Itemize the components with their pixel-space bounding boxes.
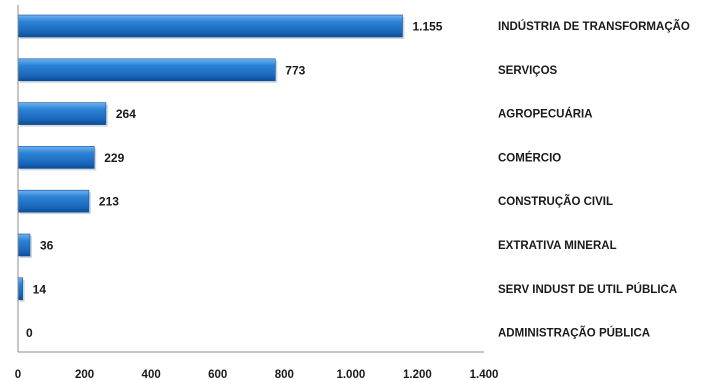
bar-3	[17, 146, 95, 169]
bar-4	[17, 189, 90, 213]
x-tick-label-5: 1.000	[336, 369, 365, 380]
category-label-6: SERV INDUST DE UTIL PÚBLICA	[498, 283, 677, 296]
bar-6	[17, 277, 23, 301]
value-label-5: 36	[40, 239, 54, 253]
category-label-0: INDÚSTRIA DE TRANSFORMAÇÃO	[498, 20, 690, 33]
value-label-4: 213	[99, 195, 119, 209]
category-label-4: CONSTRUÇÃO CIVIL	[498, 195, 613, 208]
x-tick-label-7: 1.400	[470, 369, 499, 380]
category-label-1: SERVIÇOS	[498, 65, 558, 77]
category-label-2: AGROPECUÁRIA	[498, 108, 593, 121]
bar-2	[17, 102, 107, 125]
value-label-0: 1.155	[412, 20, 442, 34]
x-tick-label-6: 1.200	[403, 369, 432, 380]
bar-0	[17, 14, 403, 38]
x-tick-label-3: 600	[208, 369, 227, 380]
value-label-1: 773	[285, 63, 305, 77]
x-tick-label-0: 0	[15, 369, 21, 380]
value-label-3: 229	[104, 151, 124, 165]
category-label-7: ADMINISTRAÇÃO PÚBLICA	[498, 327, 650, 340]
value-labels-layer: 1.155 773 264 229 213 36 14 0	[26, 20, 443, 341]
value-label-2: 264	[116, 107, 136, 121]
x-tick-label-4: 800	[275, 369, 294, 380]
bars-layer	[17, 14, 405, 302]
x-axis: 0 200 400 600 800 1.000 1.200 1.400	[15, 5, 499, 380]
value-label-6: 14	[33, 282, 47, 296]
x-tick-label-1: 200	[75, 369, 94, 380]
value-label-7: 0	[26, 326, 33, 340]
category-labels-layer: INDÚSTRIA DE TRANSFORMAÇÃO SERVIÇOS AGROPE…	[498, 20, 690, 340]
category-label-3: COMÉRCIO	[498, 151, 561, 164]
category-label-5: EXTRATIVA MINERAL	[498, 240, 617, 252]
bar-5	[17, 233, 31, 257]
bar-1	[17, 58, 276, 82]
x-tick-label-2: 400	[142, 369, 161, 380]
